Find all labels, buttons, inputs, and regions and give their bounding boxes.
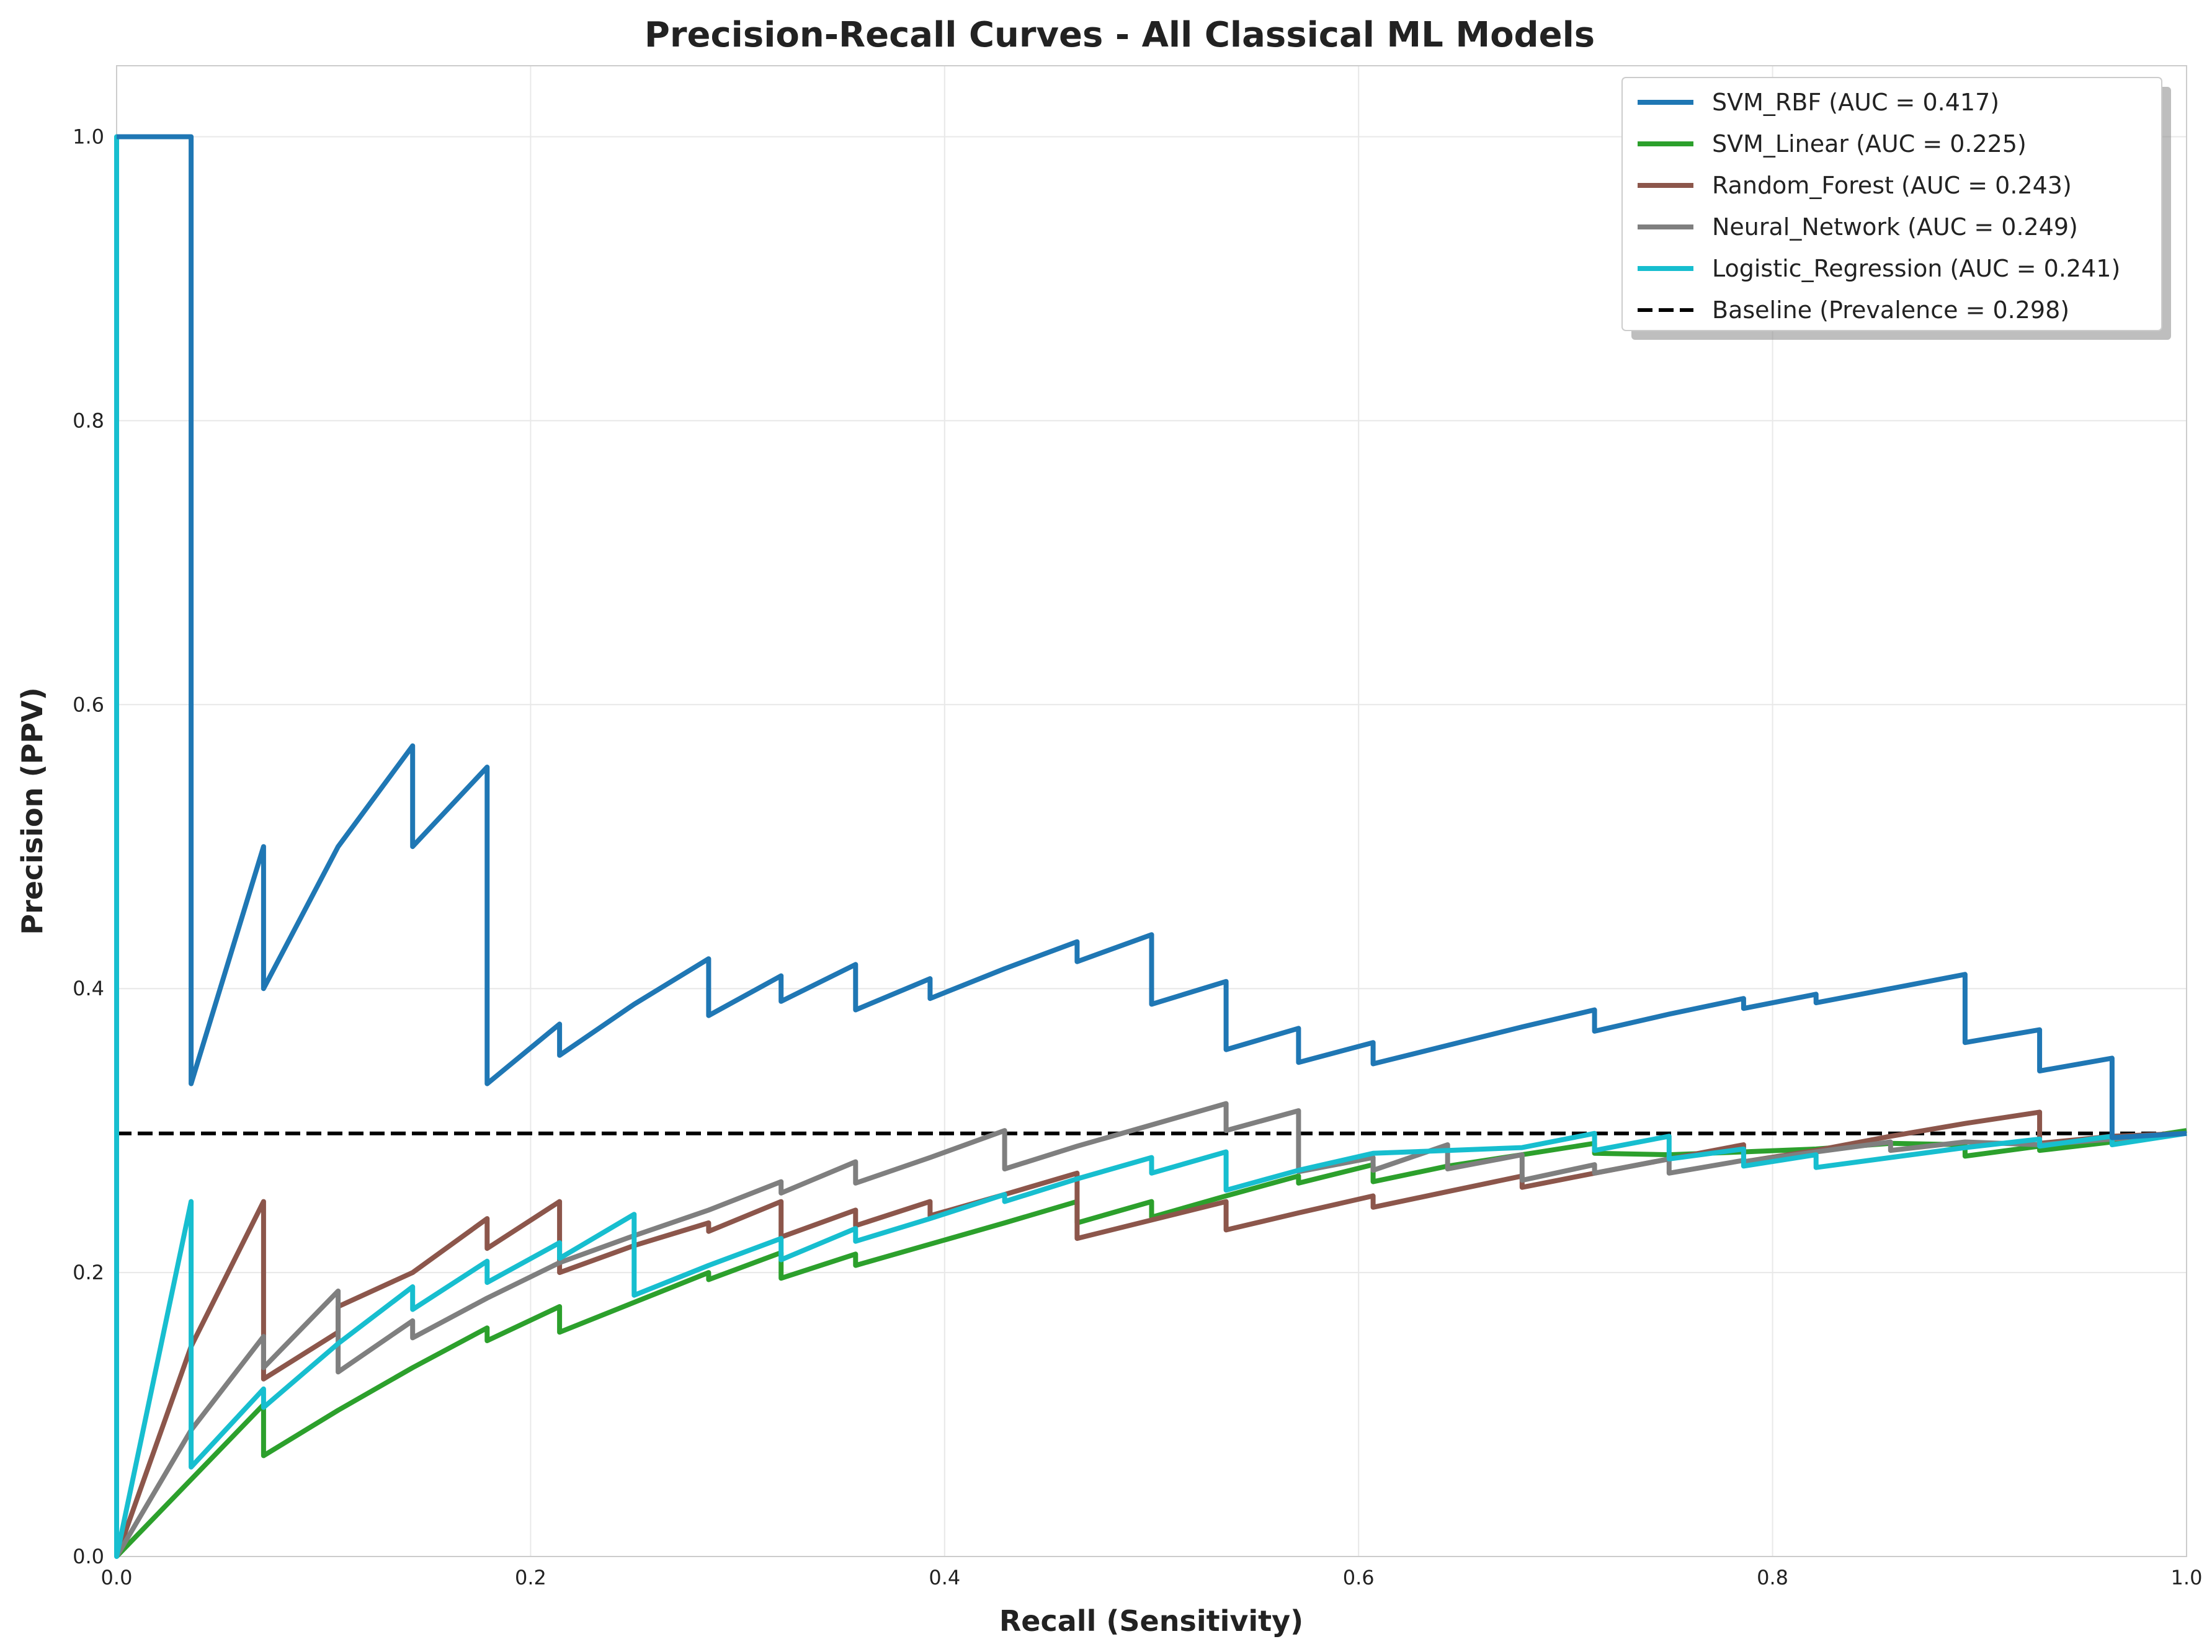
series-line-logistic-regression (114, 134, 2187, 1559)
x-tick-label: 0.2 (515, 1566, 546, 1589)
x-tick-label: 0.6 (1343, 1566, 1375, 1589)
legend-items: SVM_RBF (AUC = 0.417) SVM_Linear (AUC = 0… (1638, 89, 2120, 324)
legend-entry: SVM_Linear (AUC = 0.225) (1712, 130, 2027, 158)
x-tick-label: 0.4 (929, 1566, 960, 1589)
legend-entry: Baseline (Prevalence = 0.298) (1712, 296, 2069, 324)
chart-title: Precision-Recall Curves - All Classical … (644, 15, 1595, 55)
legend-box (1621, 77, 2162, 331)
series-line-svm-rbf (117, 134, 2187, 1140)
series-layer (114, 134, 2187, 1559)
legend-entry: SVM_RBF (AUC = 0.417) (1712, 89, 1999, 116)
y-tick-label: 1.0 (73, 125, 104, 148)
legend-entry: Random_Forest (AUC = 0.243) (1712, 172, 2072, 199)
legend-entry: Logistic_Regression (AUC = 0.241) (1712, 255, 2120, 282)
x-tick-label: 0.8 (1757, 1566, 1788, 1589)
grid-lines (116, 66, 2187, 1557)
x-tick-label: 1.0 (2171, 1566, 2203, 1589)
x-tick-label: 0.0 (101, 1566, 133, 1589)
y-axis-label: Precision (PPV) (16, 687, 49, 935)
y-tick-label: 0.4 (73, 977, 104, 1000)
legend-entry: Neural_Network (AUC = 0.249) (1712, 213, 2078, 241)
legend: SVM_RBF (AUC = 0.417) SVM_Linear (AUC = 0… (1621, 77, 2171, 340)
tick-labels: 0.0 0.2 0.4 0.6 0.8 1.0 0.0 0.2 0.4 0.6 0.8 1.0 (73, 125, 2202, 1589)
y-tick-label: 0.8 (73, 409, 104, 432)
y-tick-label: 0.0 (73, 1545, 104, 1568)
y-tick-label: 0.6 (73, 693, 104, 716)
y-tick-label: 0.2 (73, 1261, 104, 1284)
x-axis-label: Recall (Sensitivity) (999, 1604, 1303, 1638)
